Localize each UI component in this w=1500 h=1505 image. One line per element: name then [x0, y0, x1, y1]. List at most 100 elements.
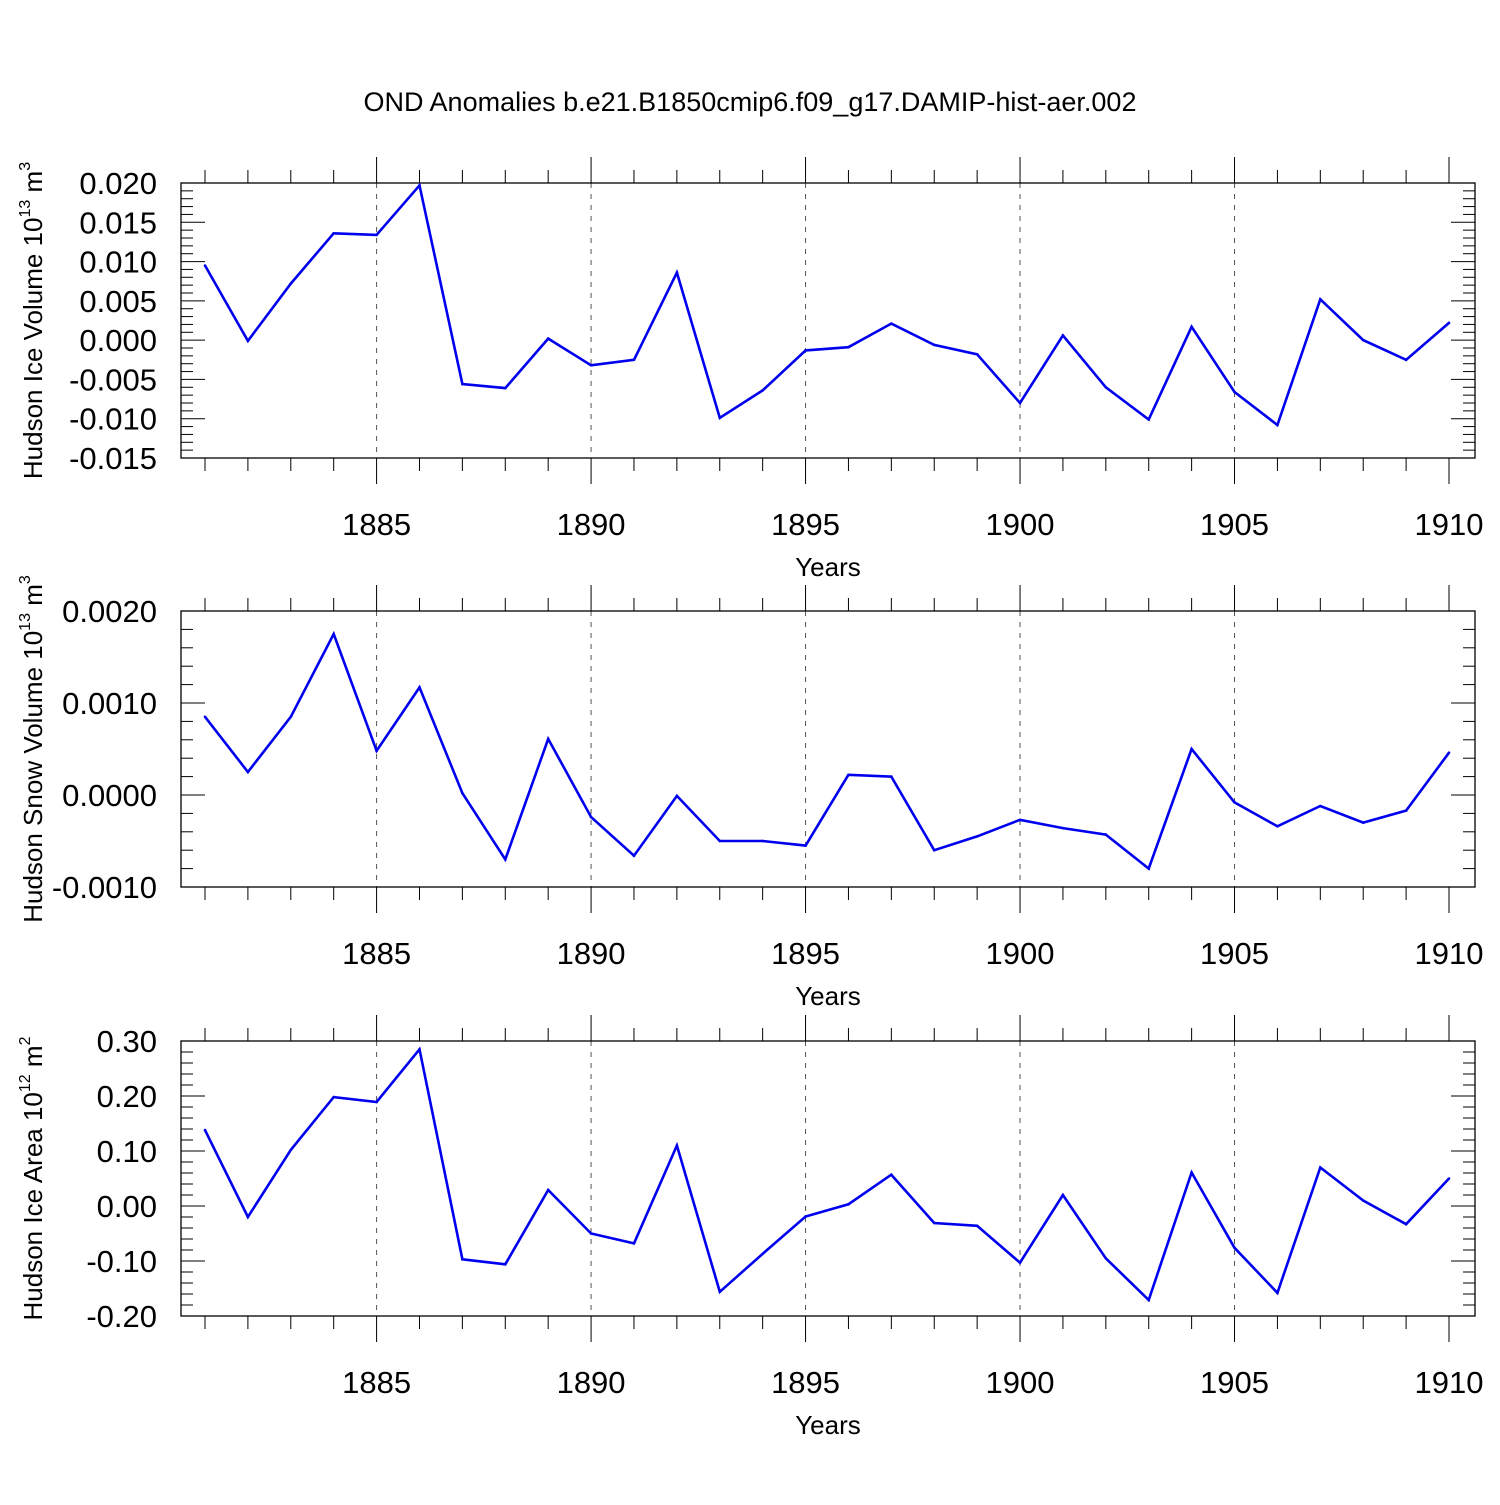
- data-point: [847, 773, 850, 777]
- y-tick-label: -0.10: [86, 1244, 157, 1279]
- data-point: [632, 358, 636, 362]
- data-point: [1404, 358, 1408, 362]
- data-point: [1061, 826, 1065, 830]
- y-axis-title: Hudson Ice Area 1012 m2: [17, 1036, 48, 1320]
- x-tick-label: 1905: [1200, 507, 1269, 542]
- data-point: [418, 686, 421, 689]
- data-point: [1190, 325, 1193, 329]
- x-tick-label: 1890: [557, 1365, 626, 1400]
- y-axis-title-superscript: 13: [17, 613, 34, 631]
- data-point: [804, 1215, 807, 1218]
- y-axis-title-part: Hudson Ice Area 10: [18, 1092, 48, 1320]
- data-point: [289, 282, 293, 285]
- data-point: [1447, 1177, 1451, 1180]
- x-tick-label: 1890: [557, 507, 626, 542]
- data-point: [847, 1203, 850, 1206]
- data-point: [1447, 321, 1451, 325]
- y-tick-label: -0.010: [69, 402, 157, 437]
- x-tick-label: 1900: [986, 936, 1055, 971]
- y-axis-title-part: m: [18, 584, 48, 613]
- chart-panel-2: 0.0020 0.0010 0.0000 -0.0010 1885 1890 1895 190…: [17, 575, 1483, 1011]
- data-point: [289, 1148, 293, 1152]
- x-axis-title: Years: [795, 981, 861, 1011]
- data-point: [332, 632, 335, 636]
- data-point: [375, 1100, 378, 1104]
- data-point: [1104, 833, 1108, 836]
- data-point: [1147, 418, 1151, 421]
- y-axis-title-part: Hudson Ice Volume 10: [18, 217, 48, 479]
- data-point: [1190, 1171, 1193, 1174]
- data-point: [418, 184, 421, 187]
- x-axis-title: Years: [795, 552, 861, 582]
- data-point: [718, 1290, 722, 1294]
- data-point: [246, 1215, 250, 1219]
- data-series-line: [203, 630, 1451, 871]
- y-tick-label: 0.10: [97, 1134, 157, 1169]
- plot-frame: [180, 1040, 1476, 1317]
- data-point: [589, 815, 593, 819]
- data-point: [1061, 1193, 1065, 1197]
- data-point: [675, 794, 679, 798]
- data-point: [246, 770, 250, 774]
- data-point: [1319, 297, 1322, 301]
- y-axis-title-part: Hudson Snow Volume 10: [18, 631, 48, 923]
- data-point: [932, 343, 936, 347]
- data-point: [203, 264, 207, 267]
- data-point: [546, 337, 550, 340]
- data-point: [546, 737, 550, 741]
- data-point: [1018, 818, 1022, 822]
- data-point: [589, 1232, 593, 1235]
- data-point: [890, 775, 893, 778]
- data-point: [847, 345, 850, 349]
- y-axis-title-superscript: 3: [17, 162, 34, 171]
- x-tick-label: 1910: [1415, 936, 1484, 971]
- data-point: [503, 858, 507, 861]
- chart-panels: 0.020 0.015 0.010 0.005 0.000 -0.005 -0.010 -0.…: [17, 157, 1483, 1440]
- x-tick-label: 1890: [557, 936, 626, 971]
- data-point: [546, 1188, 550, 1192]
- data-point: [804, 844, 807, 847]
- plot-frame: [180, 610, 1476, 888]
- x-tick-label: 1905: [1200, 1365, 1269, 1400]
- data-point: [890, 322, 893, 325]
- x-tick-label: 1885: [342, 507, 411, 542]
- x-tick-label: 1900: [986, 507, 1055, 542]
- data-point: [1018, 401, 1022, 405]
- data-point: [1061, 334, 1065, 337]
- data-point: [761, 389, 764, 392]
- y-tick-label: 0.0020: [62, 594, 157, 629]
- data-point: [1361, 338, 1365, 342]
- y-axis-title-part: m: [18, 1045, 48, 1074]
- data-point: [375, 749, 378, 753]
- plot-frame: [180, 182, 1476, 459]
- y-tick-label: 0.00: [97, 1189, 157, 1224]
- data-point: [375, 233, 378, 237]
- y-tick-label: -0.015: [69, 441, 157, 476]
- data-point: [718, 839, 722, 843]
- data-point: [890, 1173, 893, 1176]
- data-point: [461, 382, 464, 386]
- data-point: [1447, 751, 1451, 754]
- data-point: [804, 349, 807, 352]
- y-axis-title-superscript: 3: [17, 575, 34, 584]
- data-point: [1319, 1166, 1322, 1169]
- y-tick-label: 0.015: [79, 205, 157, 240]
- data-point: [1018, 1261, 1022, 1264]
- data-point: [203, 1128, 207, 1132]
- data-point: [1361, 1199, 1365, 1202]
- y-axis-title-superscript: 13: [17, 200, 34, 218]
- data-point: [975, 835, 979, 838]
- chart-panel-1: 0.020 0.015 0.010 0.005 0.000 -0.005 -0.010 -0.…: [17, 157, 1483, 582]
- data-point: [1147, 867, 1151, 870]
- data-point: [289, 715, 293, 719]
- data-series-line: [203, 182, 1450, 428]
- y-axis-title-superscript: 2: [17, 1036, 34, 1045]
- y-tick-label: 0.0000: [62, 778, 157, 813]
- data-point: [675, 1144, 679, 1147]
- y-tick-label: 0.020: [79, 166, 157, 201]
- data-point: [1233, 801, 1236, 804]
- data-point: [503, 1263, 507, 1266]
- y-tick-label: -0.20: [86, 1299, 157, 1334]
- data-point: [1404, 1222, 1408, 1226]
- data-point: [1404, 809, 1408, 812]
